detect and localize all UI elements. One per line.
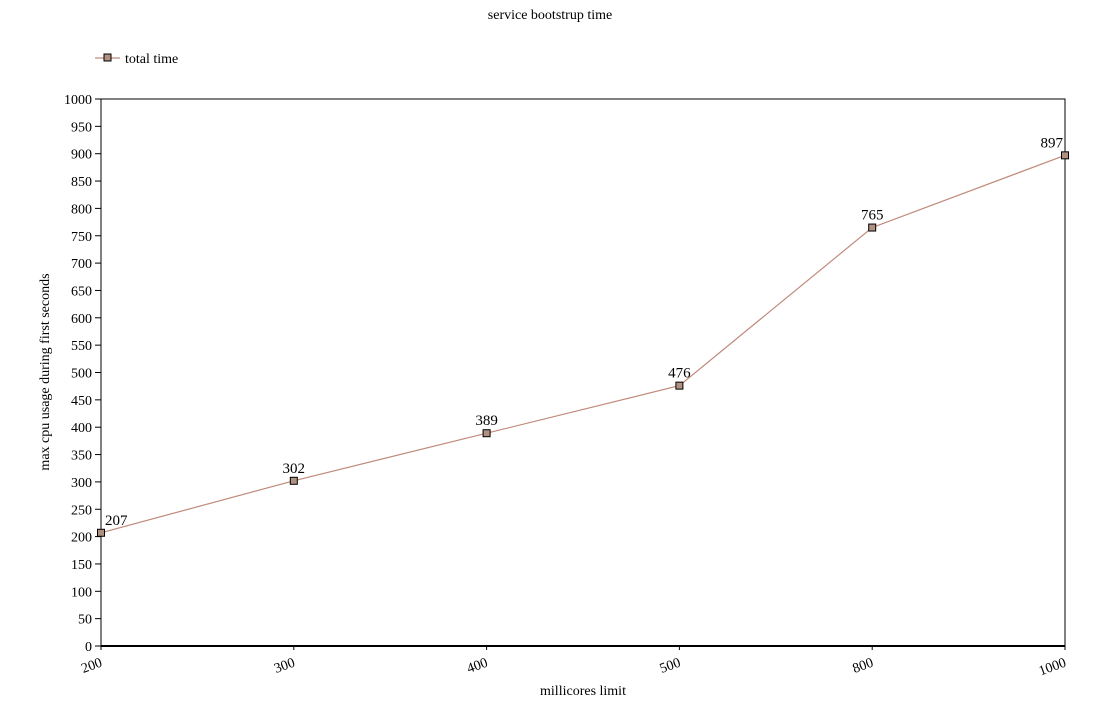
data-point bbox=[675, 381, 684, 390]
y-tick-label: 1000 bbox=[64, 93, 92, 108]
y-tick-label: 750 bbox=[71, 230, 92, 245]
legend-marker bbox=[103, 53, 112, 62]
y-tick-label: 300 bbox=[71, 476, 92, 491]
x-tick-label: 500 bbox=[658, 656, 683, 677]
y-tick-label: 350 bbox=[71, 449, 92, 464]
x-tick-label: 400 bbox=[465, 656, 490, 677]
y-tick-label: 250 bbox=[71, 503, 92, 518]
y-tick-label: 800 bbox=[71, 202, 92, 217]
chart-title: service bootstrup time bbox=[488, 8, 612, 23]
y-tick-label: 650 bbox=[71, 284, 92, 299]
y-tick-label: 400 bbox=[71, 421, 92, 436]
y-tick-label: 50 bbox=[78, 613, 92, 628]
legend-label: total time bbox=[125, 52, 178, 67]
data-label: 389 bbox=[475, 413, 498, 429]
data-point bbox=[1061, 151, 1069, 160]
y-tick-label: 450 bbox=[71, 394, 92, 409]
series-line bbox=[100, 154, 1066, 534]
plot-frame bbox=[100, 98, 1066, 647]
x-tick-label: 300 bbox=[272, 656, 297, 677]
series-layer: 207 302 389 476 765 897 bbox=[97, 135, 1069, 537]
y-tick-label: 200 bbox=[71, 531, 92, 546]
x-axis-title: millicores limit bbox=[540, 684, 626, 699]
y-axis-title: max cpu usage during first seconds bbox=[38, 273, 53, 470]
x-tick-label: 1000 bbox=[1037, 656, 1068, 680]
data-label: 476 bbox=[668, 366, 691, 382]
data-point bbox=[482, 429, 491, 438]
data-label: 207 bbox=[105, 513, 128, 529]
y-tick-label: 100 bbox=[71, 585, 92, 600]
y-tick-label: 850 bbox=[71, 175, 92, 190]
data-label: 302 bbox=[283, 461, 306, 477]
y-tick-label: 600 bbox=[71, 312, 92, 327]
data-point bbox=[868, 223, 877, 232]
y-tick-label: 500 bbox=[71, 367, 92, 382]
data-label: 765 bbox=[861, 208, 884, 224]
legend: total time bbox=[95, 52, 178, 67]
x-tick-label: 200 bbox=[80, 656, 105, 677]
y-tick-label: 0 bbox=[85, 640, 92, 655]
y-tick-label: 550 bbox=[71, 339, 92, 354]
data-point bbox=[289, 476, 298, 485]
y-axis: 0 50 100 150 200 250 300 350 400 450 500 550 600 650 7… bbox=[64, 93, 101, 655]
data-label: 897 bbox=[1041, 135, 1064, 151]
x-axis: 200 300 400 500 800 1000 bbox=[80, 645, 1068, 680]
x-tick-label: 800 bbox=[851, 656, 876, 677]
y-tick-label: 700 bbox=[71, 257, 92, 272]
data-point bbox=[97, 528, 105, 537]
y-tick-label: 150 bbox=[71, 558, 92, 573]
y-tick-label: 950 bbox=[71, 120, 92, 135]
y-tick-label: 900 bbox=[71, 148, 92, 163]
